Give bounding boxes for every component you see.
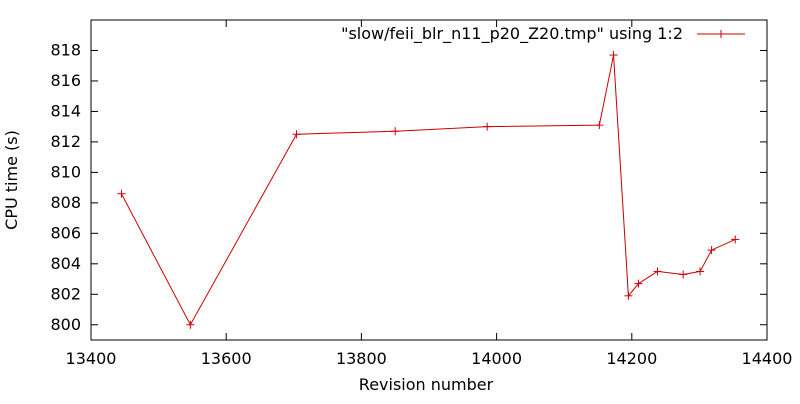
axes-layer: 13400 13600 13800 14000 14200 14400 800 802 804 8… [50, 19, 793, 368]
data-point-marker [707, 246, 716, 255]
data-point-marker [634, 279, 643, 288]
x-tick-label: 13600 [201, 349, 252, 368]
series-line [120, 54, 736, 326]
data-point-marker [609, 51, 618, 60]
data-point-marker [186, 320, 195, 329]
y-tick-label: 804 [50, 254, 81, 273]
x-tick-label: 13800 [336, 349, 387, 368]
data-point-marker [483, 122, 492, 131]
y-tick-label: 800 [50, 315, 81, 334]
x-tick-label: 14400 [742, 349, 793, 368]
y-tick-label: 802 [50, 284, 81, 303]
x-axis-label: Revision number [359, 375, 494, 394]
x-tick-label: 13400 [66, 349, 117, 368]
data-point-marker [679, 270, 688, 279]
legend: "slow/feii_blr_n11_p20_Z20.tmp" using 1:… [341, 24, 745, 44]
data-point-marker [595, 121, 604, 130]
y-tick-label: 816 [50, 71, 81, 90]
data-point-marker [696, 267, 705, 276]
data-point-marker [731, 235, 740, 244]
y-tick-label: 810 [50, 162, 81, 181]
plot-frame [90, 19, 768, 341]
data-point-marker [292, 130, 301, 139]
y-tick-label: 812 [50, 132, 81, 151]
y-axis-label: CPU time (s) [2, 130, 21, 230]
data-point-marker [391, 127, 400, 136]
y-tick-label: 808 [50, 193, 81, 212]
data-point-marker [624, 291, 633, 300]
y-tick-label: 814 [50, 101, 81, 120]
x-tick-label: 14200 [606, 349, 657, 368]
legend-marker [717, 30, 725, 38]
x-tick-label: 14000 [471, 349, 522, 368]
y-tick-label: 818 [50, 40, 81, 59]
series-layer [117, 51, 740, 329]
data-point-marker [653, 267, 662, 276]
data-point-marker [117, 189, 126, 198]
legend-label: "slow/feii_blr_n11_p20_Z20.tmp" using 1:… [341, 24, 683, 44]
y-tick-label: 806 [50, 223, 81, 242]
